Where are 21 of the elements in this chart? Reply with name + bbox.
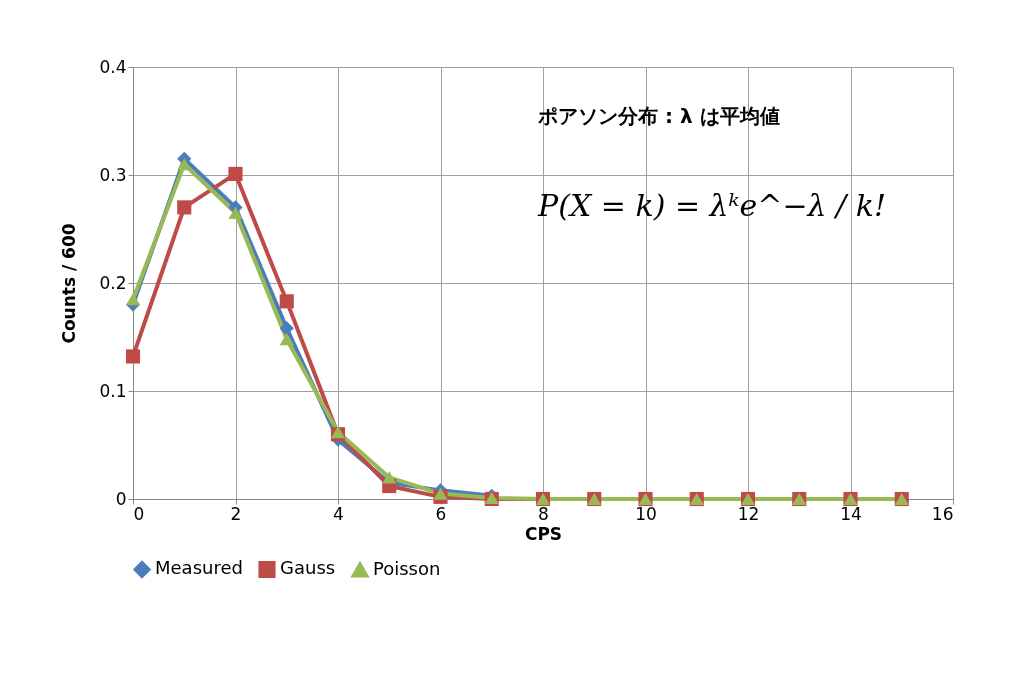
x-tick-label: 12: [737, 503, 760, 524]
legend-label: Poisson: [373, 557, 441, 579]
y-tick-label: 0: [115, 488, 127, 509]
y-tick-label: 0.3: [99, 164, 127, 185]
annotation: P(X = k) = λᵏe^−λ / k!: [537, 188, 886, 223]
x-tick-label: 16: [931, 503, 954, 524]
legend-label: Measured: [155, 557, 243, 579]
legend-label: Gauss: [280, 557, 336, 579]
x-tick-label: 8: [538, 503, 549, 524]
x-tick-label: 6: [435, 503, 447, 524]
annotation: ポアソン分布 : λ は平均値: [537, 104, 780, 128]
x-tick-label: 4: [333, 503, 344, 524]
y-tick-label: 0.4: [99, 56, 127, 77]
y-tick-label: 0.2: [99, 272, 127, 293]
y-tick-label: 0.1: [99, 380, 127, 401]
x-tick-label: 2: [230, 503, 242, 524]
y-axis-title: Counts / 600: [59, 223, 80, 344]
x-tick-label: 14: [840, 503, 862, 524]
x-tick-label: 0: [133, 503, 145, 524]
x-tick-label: 10: [635, 503, 657, 524]
x-axis-title: CPS: [524, 523, 563, 544]
